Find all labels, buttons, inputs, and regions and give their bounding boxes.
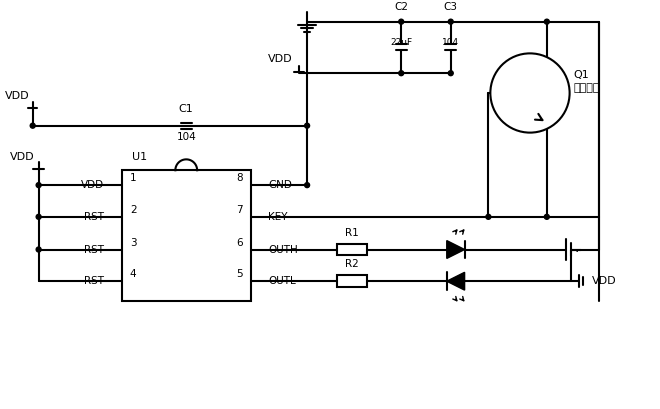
Text: VDD: VDD bbox=[5, 91, 30, 101]
Text: U1: U1 bbox=[132, 153, 147, 162]
Circle shape bbox=[490, 53, 570, 133]
Circle shape bbox=[448, 71, 453, 76]
Circle shape bbox=[305, 183, 310, 188]
Text: Q1: Q1 bbox=[574, 70, 589, 80]
Text: 104: 104 bbox=[176, 132, 196, 142]
Text: 2: 2 bbox=[130, 205, 137, 215]
Circle shape bbox=[305, 123, 310, 128]
Circle shape bbox=[36, 183, 41, 188]
Text: 5: 5 bbox=[236, 269, 243, 279]
Circle shape bbox=[486, 214, 491, 219]
Polygon shape bbox=[447, 272, 465, 290]
Polygon shape bbox=[447, 240, 465, 258]
Text: OUTL: OUTL bbox=[269, 276, 296, 286]
Text: RST: RST bbox=[84, 212, 104, 222]
Text: R2: R2 bbox=[345, 259, 358, 269]
Circle shape bbox=[544, 214, 549, 219]
Text: 1: 1 bbox=[130, 173, 137, 183]
Text: RST: RST bbox=[84, 245, 104, 254]
Text: C3: C3 bbox=[444, 2, 458, 12]
Text: OUTH: OUTH bbox=[269, 245, 298, 254]
Circle shape bbox=[30, 123, 35, 128]
Circle shape bbox=[399, 19, 404, 24]
Bar bbox=[122, 170, 251, 301]
Text: R1: R1 bbox=[345, 228, 358, 238]
Text: 8: 8 bbox=[236, 173, 243, 183]
Text: 22uF: 22uF bbox=[390, 38, 412, 47]
Text: 3: 3 bbox=[130, 238, 137, 247]
Text: ·: · bbox=[575, 245, 579, 259]
Circle shape bbox=[399, 71, 404, 76]
Text: 104: 104 bbox=[442, 38, 459, 47]
Text: RST: RST bbox=[84, 276, 104, 286]
Text: C2: C2 bbox=[394, 2, 408, 12]
Bar bbox=[337, 275, 366, 287]
Text: VDD: VDD bbox=[81, 180, 104, 190]
Circle shape bbox=[544, 19, 549, 24]
Circle shape bbox=[448, 19, 453, 24]
Circle shape bbox=[36, 214, 41, 219]
Text: VDD: VDD bbox=[593, 276, 617, 286]
Bar bbox=[337, 244, 366, 256]
Text: VDD: VDD bbox=[267, 54, 292, 64]
Text: KEY: KEY bbox=[269, 212, 288, 222]
Text: VDD: VDD bbox=[10, 153, 35, 162]
Text: C1: C1 bbox=[179, 104, 193, 114]
Text: GND: GND bbox=[269, 180, 292, 190]
Text: 7: 7 bbox=[236, 205, 243, 215]
Circle shape bbox=[36, 247, 41, 252]
Text: 6: 6 bbox=[236, 238, 243, 247]
Text: 霍尔开关: 霍尔开关 bbox=[574, 83, 600, 93]
Text: 4: 4 bbox=[130, 269, 137, 279]
